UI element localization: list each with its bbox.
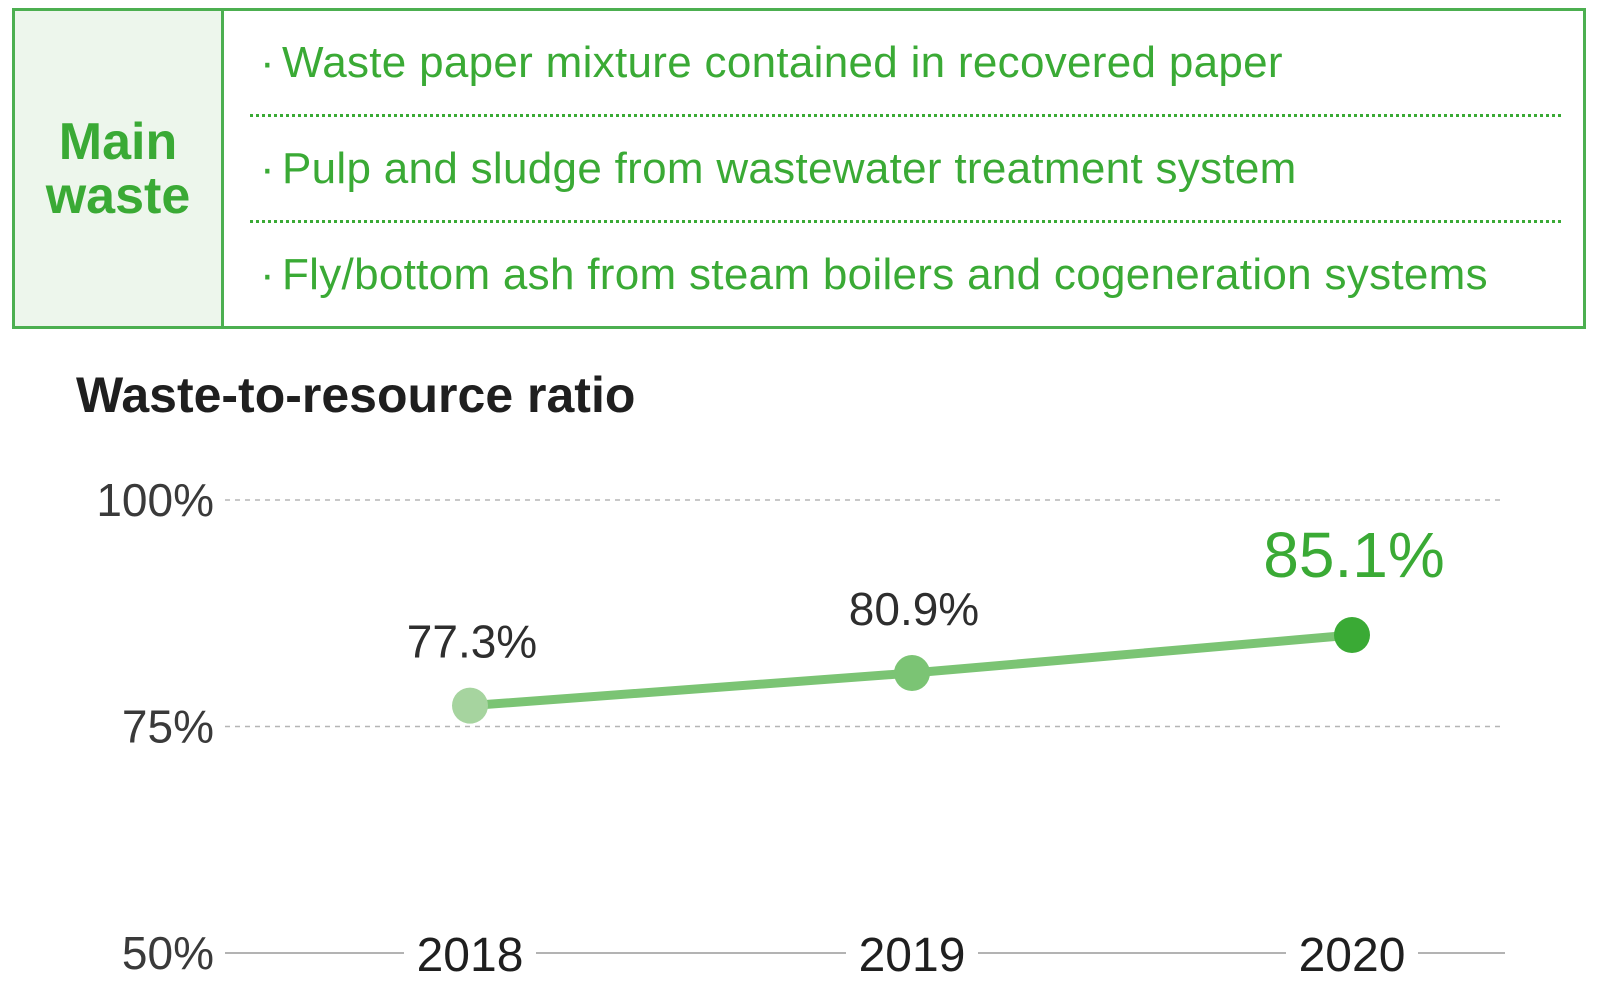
chart-title: Waste-to-resource ratio bbox=[76, 367, 636, 423]
x-tick-label-background bbox=[404, 929, 536, 977]
y-tick-label: 75% bbox=[122, 701, 214, 753]
data-point bbox=[1334, 616, 1370, 653]
data-point bbox=[894, 655, 930, 692]
bullet-icon: · bbox=[260, 37, 275, 87]
data-label: 77.3% bbox=[407, 616, 537, 668]
x-tick-label-background bbox=[1286, 929, 1418, 977]
waste-item-label: Fly/bottom ash from steam boilers and co… bbox=[282, 249, 1488, 299]
data-label: 85.1% bbox=[1263, 519, 1444, 591]
bullet-icon: · bbox=[260, 143, 275, 193]
waste-item: · Waste paper mixture contained in recov… bbox=[250, 11, 1561, 114]
x-tick-label: 2018 bbox=[417, 929, 524, 982]
main-waste-list: · Waste paper mixture contained in recov… bbox=[224, 11, 1583, 326]
data-label: 80.9% bbox=[849, 583, 979, 635]
main-waste-header-cell: Main waste bbox=[15, 11, 224, 326]
waste-item: · Pulp and sludge from wastewater treatm… bbox=[250, 114, 1561, 220]
data-point bbox=[452, 687, 488, 724]
waste-item: · Fly/bottom ash from steam boilers and … bbox=[250, 220, 1561, 326]
y-tick-label: 100% bbox=[96, 474, 214, 526]
main-waste-header: Main waste bbox=[45, 112, 191, 225]
y-tick-label: 50% bbox=[122, 927, 214, 979]
x-tick-label-background bbox=[846, 929, 978, 977]
waste-item-label: Pulp and sludge from wastewater treatmen… bbox=[282, 143, 1297, 193]
x-tick-label: 2020 bbox=[1299, 929, 1406, 982]
bullet-icon: · bbox=[260, 249, 275, 299]
x-tick-label: 2019 bbox=[859, 929, 966, 982]
waste-item-label: Waste paper mixture contained in recover… bbox=[282, 37, 1283, 87]
main-waste-table: Main waste · Waste paper mixture contain… bbox=[12, 8, 1586, 329]
